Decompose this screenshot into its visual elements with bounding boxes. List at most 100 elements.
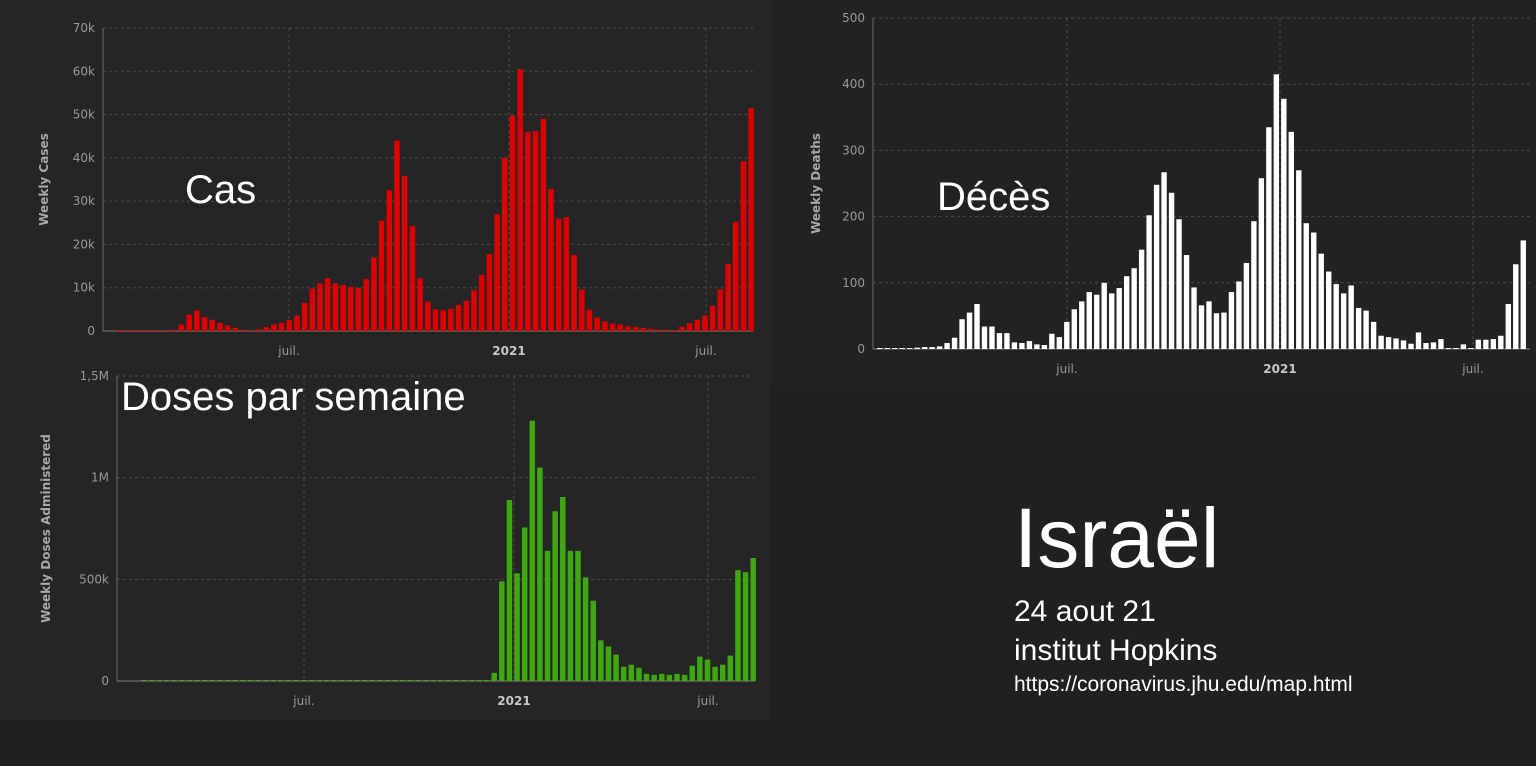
bar (1273, 74, 1280, 350)
bar (278, 322, 285, 331)
bar (262, 680, 269, 681)
bar (740, 161, 747, 331)
bar (951, 337, 958, 349)
bar (1348, 285, 1354, 349)
bar (1318, 253, 1324, 349)
bar (463, 300, 470, 331)
bar (384, 680, 391, 681)
y-tick-label: 100 (842, 276, 865, 290)
bar (432, 309, 439, 331)
x-tick-label: juil. (277, 344, 299, 358)
bar (1385, 337, 1392, 349)
x-tick-label: juil. (292, 694, 314, 708)
bar (594, 317, 600, 331)
bar (148, 680, 155, 681)
y-tick-label: 50k (73, 108, 95, 122)
bar (929, 347, 935, 349)
bar (317, 283, 323, 331)
bar (537, 467, 543, 681)
bar (655, 329, 662, 331)
bar (232, 680, 238, 681)
bar (438, 680, 444, 681)
bar (209, 319, 216, 331)
y-tick-label: 20k (73, 237, 95, 251)
bar (140, 330, 146, 331)
y-tick-label: 70k (73, 21, 95, 35)
bar (179, 680, 185, 681)
bar (1296, 170, 1302, 349)
bar (663, 329, 670, 331)
bar (750, 557, 756, 681)
bar (575, 550, 581, 681)
bar (1221, 312, 1227, 349)
bar (163, 330, 169, 331)
bar (725, 263, 731, 331)
bar (1326, 271, 1332, 349)
bar (430, 680, 437, 681)
bar (884, 348, 890, 349)
bar (240, 329, 246, 331)
bar (224, 325, 231, 331)
bar (1266, 127, 1272, 349)
bar (247, 330, 254, 331)
bar (582, 577, 589, 681)
bar (735, 570, 741, 681)
bar (186, 680, 193, 681)
bar (1034, 344, 1040, 349)
bar (1026, 341, 1033, 349)
bar (1019, 343, 1025, 349)
bar (521, 527, 528, 681)
bar (400, 680, 406, 681)
bar (453, 680, 459, 681)
bar (555, 218, 562, 331)
y-tick-label: 10k (73, 281, 95, 295)
bar (339, 680, 345, 681)
bar (702, 315, 708, 331)
bar (422, 680, 429, 681)
y-tick-label: 30k (73, 194, 95, 208)
y-tick-label: 1,5M (80, 369, 109, 383)
bar (989, 326, 995, 349)
bar (567, 550, 574, 681)
bar (1049, 333, 1055, 349)
bar (468, 680, 475, 681)
bar (1191, 287, 1197, 349)
doses-title: Doses par semaine (121, 375, 466, 419)
bar (1408, 343, 1414, 349)
bar (440, 310, 446, 331)
bar (1041, 345, 1048, 349)
bar (499, 581, 505, 681)
y-tick-label: 0 (101, 674, 109, 688)
bar (959, 319, 965, 349)
bar (425, 301, 431, 331)
y-tick-label: 40k (73, 151, 95, 165)
bar (163, 680, 170, 681)
bar (1288, 131, 1294, 349)
bar (448, 308, 454, 331)
weekly-deaths-chart: 0 100 200 300 400 500 juil. 2021 juil. Weekly Dea… (770, 0, 1536, 385)
bar (697, 656, 703, 681)
bar (1198, 305, 1205, 349)
bar (324, 278, 331, 331)
bar (1153, 184, 1160, 349)
bar (544, 550, 551, 681)
bar (921, 347, 928, 349)
bar (704, 659, 711, 681)
bar (727, 655, 734, 681)
weekly-deaths-chart-svg: 0 100 200 300 400 500 juil. 2021 juil. Weekly Dea… (809, 11, 1530, 376)
bar (666, 674, 673, 681)
x-tick-label: juil. (1055, 362, 1077, 376)
bar (1505, 303, 1511, 349)
bar (1498, 335, 1504, 349)
bar (1123, 276, 1130, 349)
bar (278, 680, 284, 681)
bar (628, 664, 635, 681)
bar (514, 573, 520, 681)
bar (1236, 281, 1242, 349)
bar (316, 680, 322, 681)
y-tick-label: 1M (91, 471, 109, 485)
bar (1109, 293, 1115, 349)
bar (640, 327, 647, 331)
bar (170, 329, 177, 331)
y-tick-label: 400 (842, 77, 865, 91)
